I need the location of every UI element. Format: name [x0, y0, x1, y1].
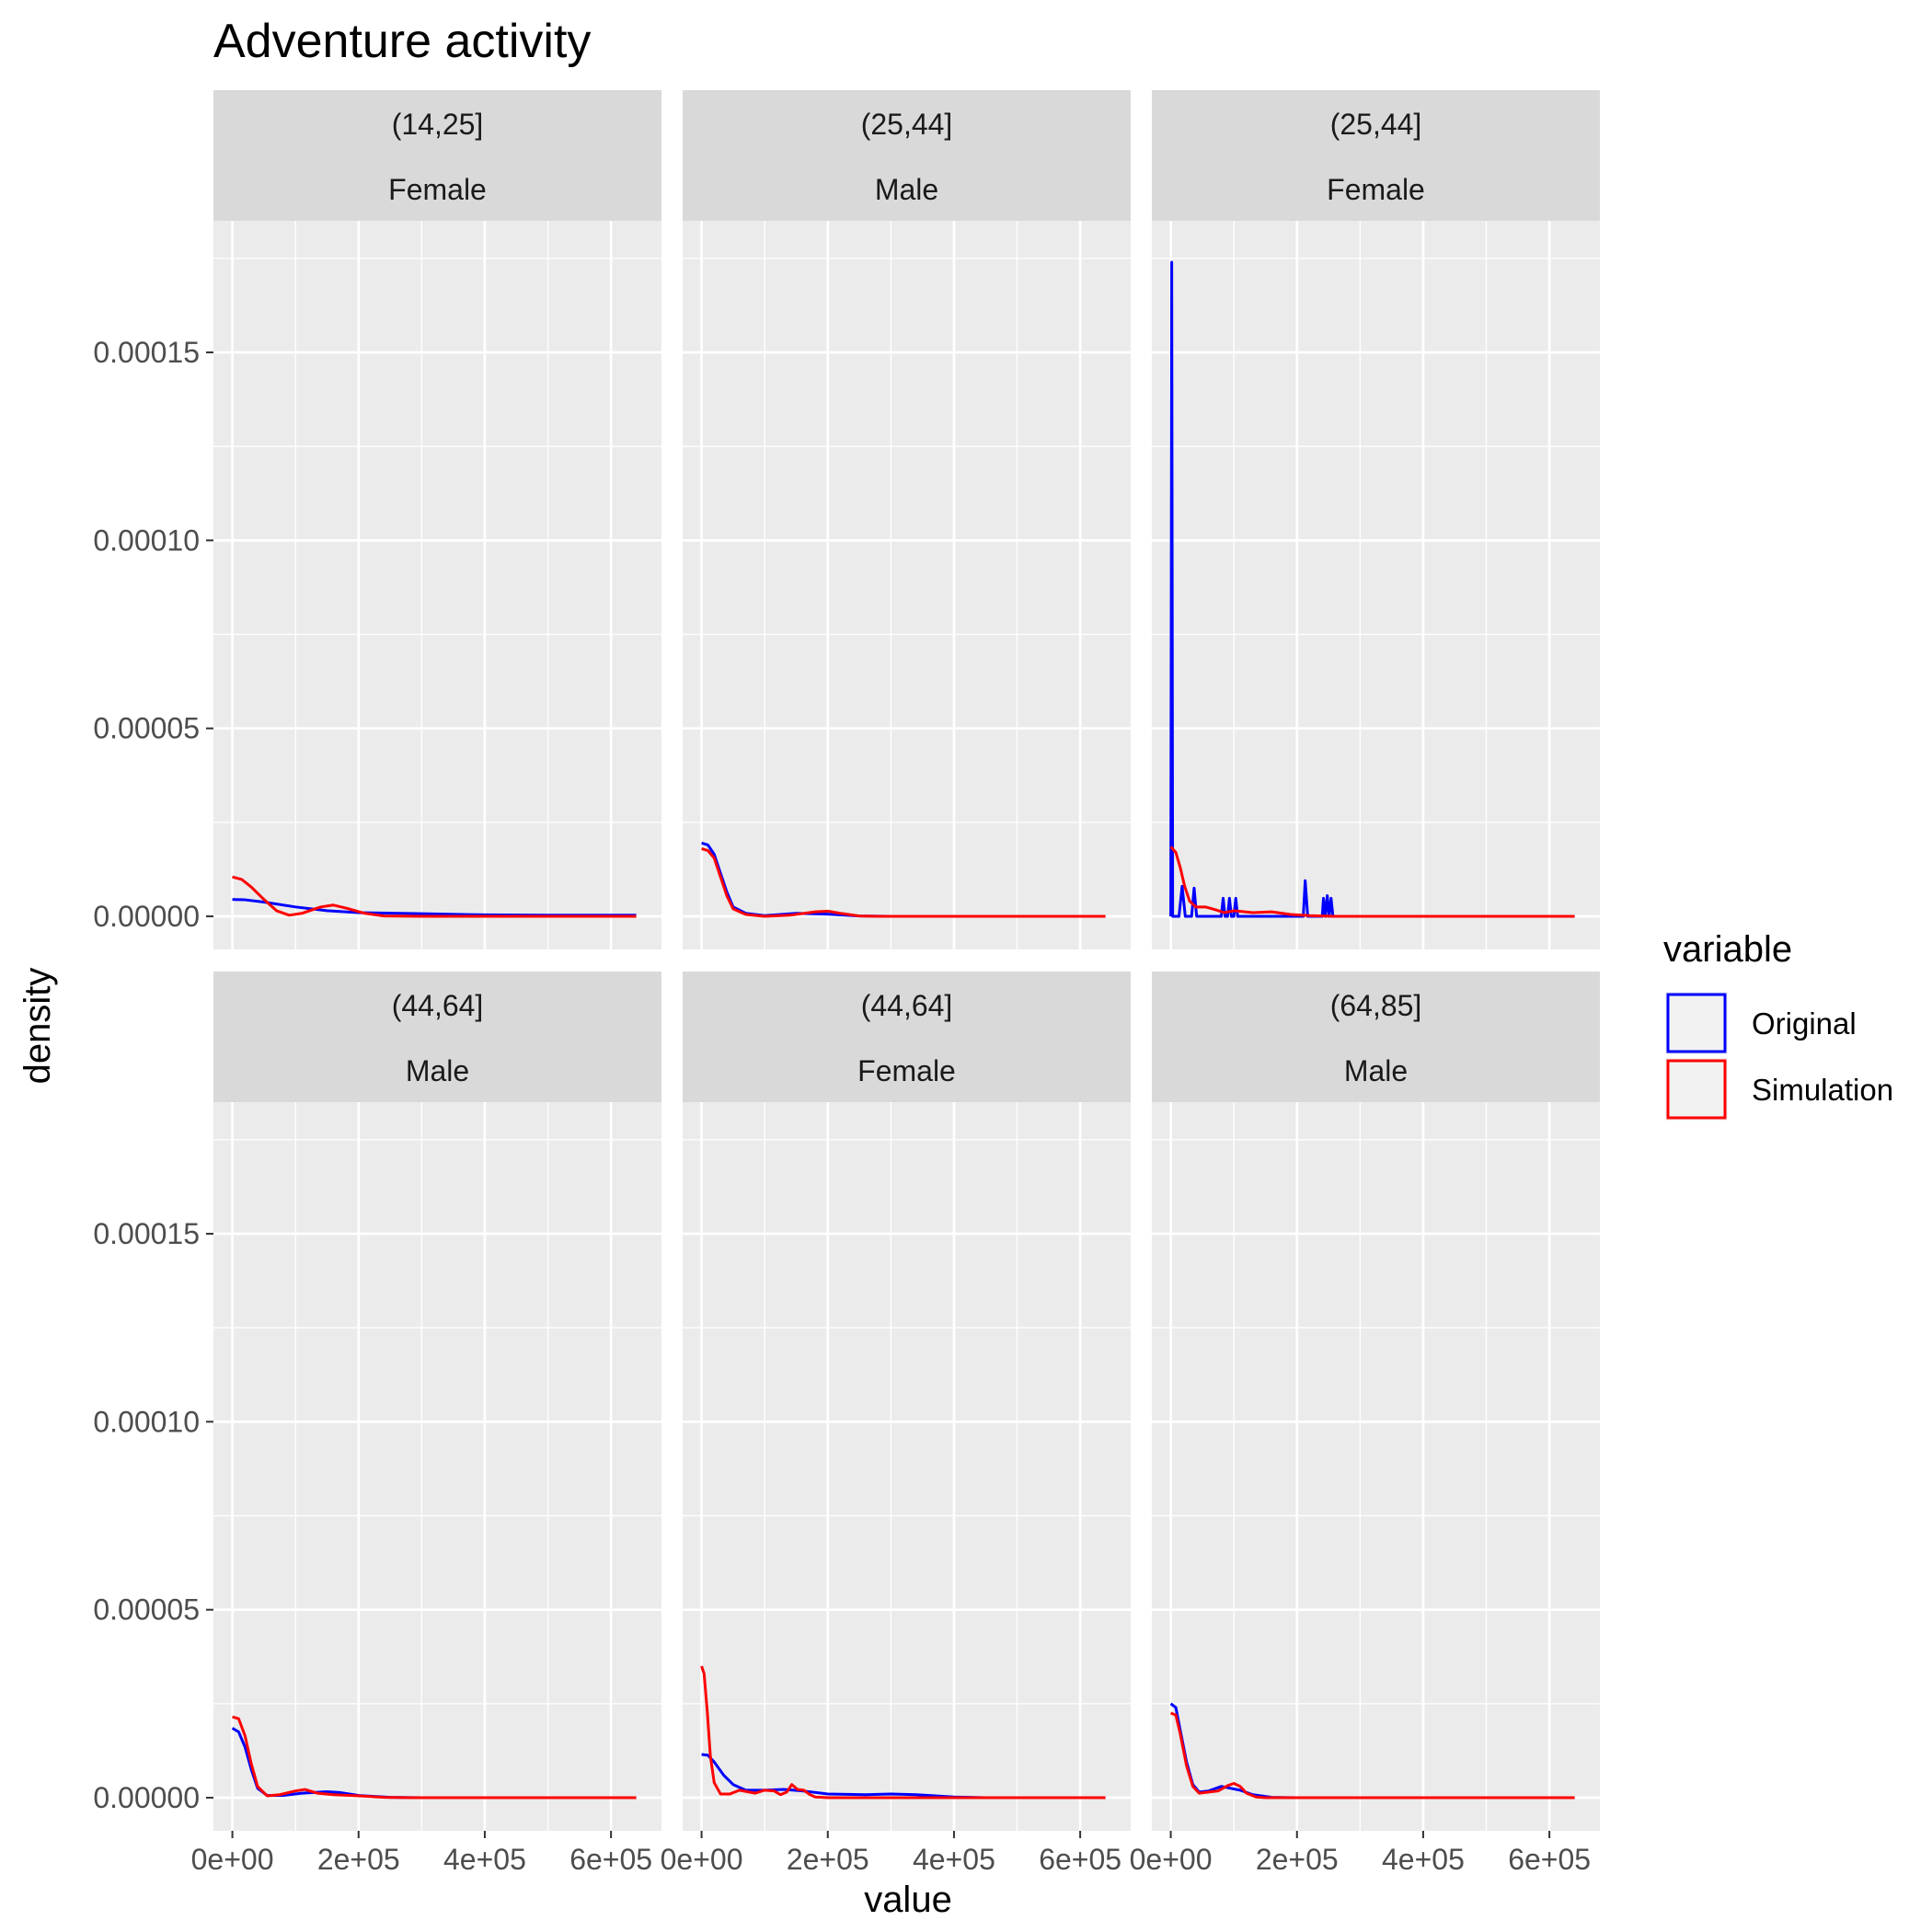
facet-strip-age: (25,44]	[1330, 108, 1422, 141]
facet-panel: (44,64] Female	[683, 972, 1131, 1831]
facet-panel: (25,44] Male	[683, 90, 1131, 949]
legend-key-original	[1666, 993, 1727, 1053]
density-line-simulation	[232, 875, 637, 918]
facet-strip-age: (44,64]	[392, 989, 484, 1022]
facet-strip	[1152, 972, 1600, 1102]
y-tick-label: 0.00010	[93, 1405, 200, 1438]
density-line-original	[701, 1753, 1106, 1800]
legend-label-original: Original	[1752, 1006, 1857, 1041]
y-tick-label: 0.00000	[93, 900, 200, 933]
y-tick-label: 0.00005	[93, 1593, 200, 1627]
facet-strip-age: (25,44]	[861, 108, 953, 141]
x-axes: 0e+00 2e+05 4e+05 6e+05 0e+00 2e+05 4e+05 6e+05…	[191, 1831, 1591, 1876]
chart-title: Adventure activity	[213, 15, 591, 68]
legend-entries: Original Simulation	[1665, 992, 1893, 1121]
legend-key-background	[1665, 992, 1728, 1054]
x-tick-label: 6e+05	[1508, 1843, 1591, 1876]
facet-strip-sex: Male	[875, 173, 938, 206]
y-tick-label: 0.00015	[93, 1217, 200, 1250]
x-tick-label: 2e+05	[317, 1843, 400, 1876]
facet-panel: (44,64] Male	[213, 972, 661, 1831]
panel-background	[1152, 1102, 1600, 1831]
density-line-original	[1169, 260, 1575, 918]
x-tick-label: 6e+05	[569, 1843, 652, 1876]
x-tick-label: 4e+05	[913, 1843, 995, 1876]
facet-strip-age: (44,64]	[861, 989, 953, 1022]
y-tick-label: 0.00000	[93, 1781, 200, 1814]
facet-strip-sex: Male	[1344, 1054, 1408, 1087]
facet-panel: (64,85] Male	[1152, 972, 1600, 1831]
panel-background	[213, 221, 661, 949]
facet-strip-sex: Female	[388, 173, 487, 206]
y-tick-label: 0.00015	[93, 336, 200, 369]
panel-background	[213, 1102, 661, 1831]
legend: variable Original Simulation	[1663, 929, 1893, 1121]
x-tick-label: 4e+05	[1382, 1843, 1465, 1876]
x-tick-label: 6e+05	[1039, 1843, 1121, 1876]
x-tick-label: 0e+00	[661, 1843, 743, 1876]
legend-label-simulation: Simulation	[1752, 1073, 1893, 1107]
x-axis-title: value	[864, 1880, 952, 1920]
density-line-simulation	[1170, 1711, 1575, 1800]
density-line-simulation	[1169, 845, 1575, 918]
panel-background	[683, 1102, 1131, 1831]
facet-strip-sex: Male	[406, 1054, 469, 1087]
facet-panel: (14,25] Female	[213, 90, 661, 949]
facet-strip-age: (14,25]	[392, 108, 484, 141]
y-tick-label: 0.00010	[93, 523, 200, 557]
x-tick-label: 0e+00	[191, 1843, 274, 1876]
legend-key-background	[1665, 1058, 1728, 1121]
facet-strip	[683, 972, 1131, 1102]
facet-strip	[213, 972, 661, 1102]
legend-title: variable	[1663, 929, 1792, 970]
x-tick-label: 2e+05	[787, 1843, 869, 1876]
x-tick-label: 2e+05	[1256, 1843, 1339, 1876]
facet-strip-age: (64,85]	[1330, 989, 1422, 1022]
facet-strip	[213, 90, 661, 221]
y-axes: 0.00000 0.00005 0.00010 0.00015 0.00000 0.000…	[93, 336, 213, 1814]
panel-background	[683, 221, 1131, 949]
x-tick-label: 0e+00	[1130, 1843, 1213, 1876]
density-line-simulation	[232, 1715, 637, 1800]
facet-panels: (14,25]Female(25,44]Male(25,44]Female(44…	[213, 90, 1600, 1831]
panel-background	[1152, 221, 1600, 949]
facet-strip	[1152, 90, 1600, 221]
y-axis-title: density	[17, 968, 58, 1085]
density-line-simulation	[701, 847, 1106, 918]
facet-strip-sex: Female	[1327, 173, 1425, 206]
facet-panel: (25,44] Female	[1152, 90, 1600, 949]
facet-strip	[683, 90, 1131, 221]
density-line-simulation	[700, 1665, 1106, 1800]
y-tick-label: 0.00005	[93, 712, 200, 745]
legend-key-simulation	[1666, 1059, 1727, 1120]
x-tick-label: 4e+05	[443, 1843, 526, 1876]
facet-strip-sex: Female	[857, 1054, 956, 1087]
